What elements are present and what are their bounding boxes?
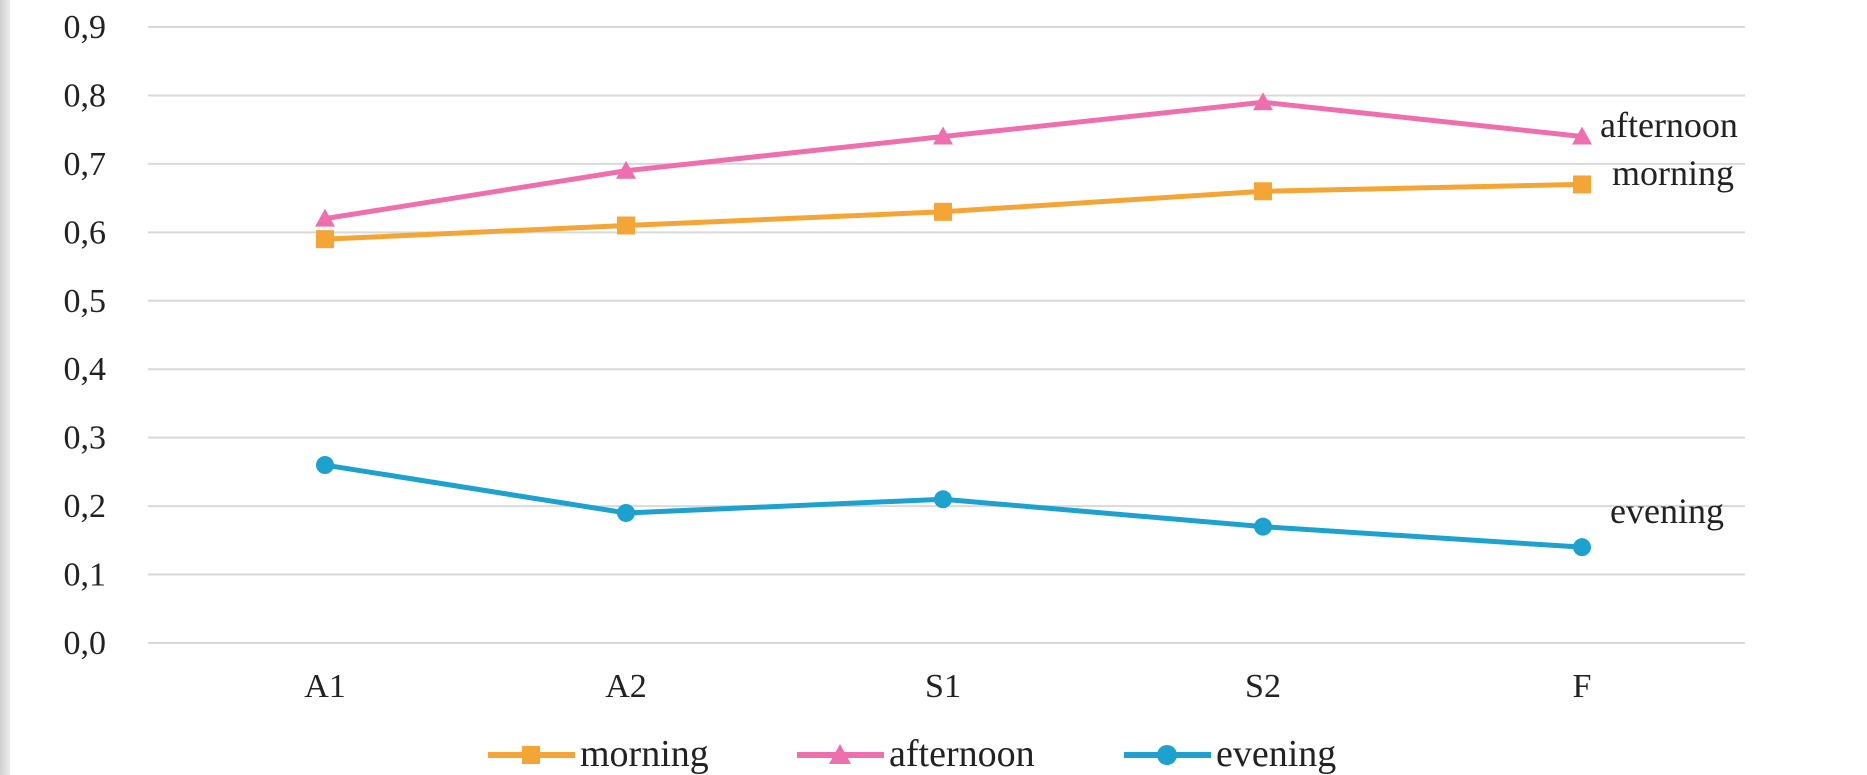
y-tick-label: 0,3 — [64, 420, 107, 457]
legend-item-morning: morning — [488, 733, 709, 775]
legend-item-afternoon: afternoon — [797, 733, 1035, 775]
data-point-afternoon — [1572, 126, 1592, 145]
data-point-afternoon — [1253, 92, 1273, 111]
data-point-morning — [316, 230, 334, 249]
end-label-afternoon: afternoon — [1600, 105, 1738, 145]
series-morning — [316, 175, 1591, 249]
y-tick-label: 0,5 — [64, 283, 107, 320]
y-tick-label: 0,9 — [64, 9, 107, 46]
data-point-evening — [1254, 517, 1272, 536]
x-tick-label: S2 — [1245, 668, 1281, 705]
y-tick-label: 0,0 — [64, 625, 107, 662]
y-tick-label: 0,4 — [64, 351, 107, 388]
legend: morning afternoon evening — [488, 733, 1336, 775]
data-point-afternoon — [315, 208, 335, 227]
legend-label-evening: evening — [1216, 733, 1336, 775]
series-line-afternoon — [324, 99, 1583, 222]
x-tick-label: A1 — [304, 668, 346, 705]
legend-marker-evening — [1157, 745, 1177, 765]
data-point-evening — [316, 456, 334, 475]
legend-marker-morning — [522, 746, 540, 764]
data-point-evening — [934, 490, 952, 509]
legend-label-afternoon: afternoon — [889, 733, 1035, 775]
x-axis-ticks: A1 A2 S1 S2 F — [304, 668, 1591, 705]
y-tick-label: 0,2 — [64, 488, 107, 525]
end-label-morning: morning — [1612, 153, 1734, 193]
x-tick-label: F — [1573, 668, 1592, 705]
data-point-evening — [617, 503, 635, 522]
data-point-morning — [617, 216, 635, 235]
data-point-morning — [1573, 175, 1591, 194]
y-tick-label: 0,8 — [64, 77, 107, 114]
y-tick-label: 0,6 — [64, 214, 107, 251]
series-evening — [316, 456, 1591, 557]
data-point-morning — [934, 202, 952, 221]
data-point-afternoon — [933, 126, 953, 145]
y-tick-label: 0,1 — [64, 557, 107, 594]
end-label-evening: evening — [1610, 491, 1724, 531]
legend-marker-afternoon — [829, 744, 851, 764]
y-tick-label: 0,7 — [64, 146, 107, 183]
x-tick-label: S1 — [925, 668, 961, 705]
data-point-morning — [1254, 182, 1272, 201]
legend-label-morning: morning — [580, 733, 709, 775]
series-afternoon — [315, 92, 1592, 227]
legend-item-evening: evening — [1124, 733, 1336, 775]
series-lines — [315, 92, 1592, 557]
series-line-morning — [324, 181, 1583, 242]
data-point-evening — [1573, 538, 1591, 557]
data-point-afternoon — [616, 160, 636, 179]
x-tick-label: A2 — [605, 668, 647, 705]
y-axis-ticks: 0,0 0,1 0,2 0,3 0,4 0,5 0,6 0,7 0,8 0,9 — [64, 9, 107, 662]
left-edge-bar — [0, 0, 10, 775]
gridlines — [148, 26, 1745, 644]
